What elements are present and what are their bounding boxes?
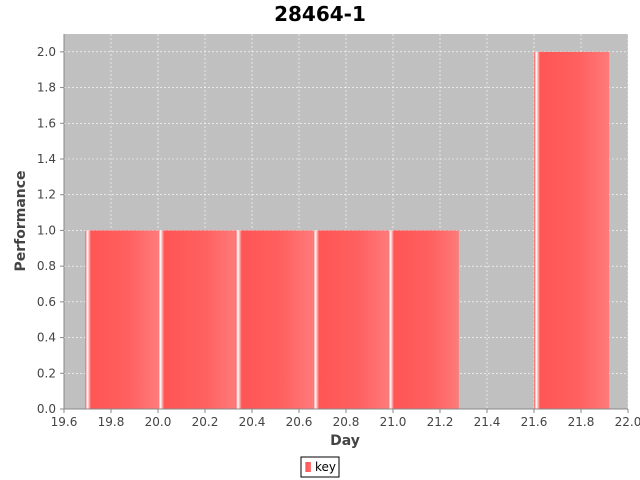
bar [158, 230, 236, 409]
y-axis-ticks: 0.0 0.2 0.4 0.6 0.8 1.0 1.2 1.4 1.6 1.8 2.0 [37, 45, 64, 416]
x-tick-label: 21.6 [521, 415, 548, 429]
y-axis-label: Performance [13, 170, 29, 271]
legend-swatch [305, 462, 311, 472]
x-tick-label: 20.2 [192, 415, 219, 429]
y-tick-label: 0.4 [37, 331, 56, 345]
x-tick-label: 21.4 [474, 415, 501, 429]
y-tick-label: 1.4 [37, 152, 56, 166]
bars [85, 51, 610, 409]
bar [534, 51, 610, 409]
x-tick-label: 20.8 [333, 415, 360, 429]
x-tick-label: 21.8 [568, 415, 595, 429]
x-tick-label: 19.6 [51, 415, 78, 429]
y-tick-label: 0.8 [37, 259, 56, 273]
bar [313, 230, 389, 409]
x-axis-ticks: 19.6 19.8 20.0 20.2 20.4 20.6 20.8 21.0 21.2 21.4… [51, 409, 640, 429]
x-tick-label: 20.0 [145, 415, 172, 429]
x-tick-label: 22.0 [615, 415, 640, 429]
x-tick-label: 20.4 [239, 415, 266, 429]
y-tick-label: 0.2 [37, 366, 56, 380]
legend: key [300, 456, 340, 478]
y-tick-label: 1.8 [37, 81, 56, 95]
x-tick-label: 20.6 [286, 415, 313, 429]
y-tick-label: 1.6 [37, 116, 56, 130]
chart-title: 28464-1 [274, 2, 366, 26]
bar [85, 230, 158, 409]
x-tick-label: 19.8 [98, 415, 125, 429]
x-axis-label: Day [330, 433, 360, 449]
legend-label: key [315, 460, 336, 474]
y-tick-label: 1.2 [37, 188, 56, 202]
x-tick-label: 21.0 [380, 415, 407, 429]
bar [388, 230, 459, 409]
y-tick-label: 0.6 [37, 295, 56, 309]
y-tick-label: 1.0 [37, 223, 56, 237]
x-tick-label: 21.2 [427, 415, 454, 429]
bar [235, 230, 314, 409]
y-tick-label: 2.0 [37, 45, 56, 59]
y-tick-label: 0.0 [37, 402, 56, 416]
